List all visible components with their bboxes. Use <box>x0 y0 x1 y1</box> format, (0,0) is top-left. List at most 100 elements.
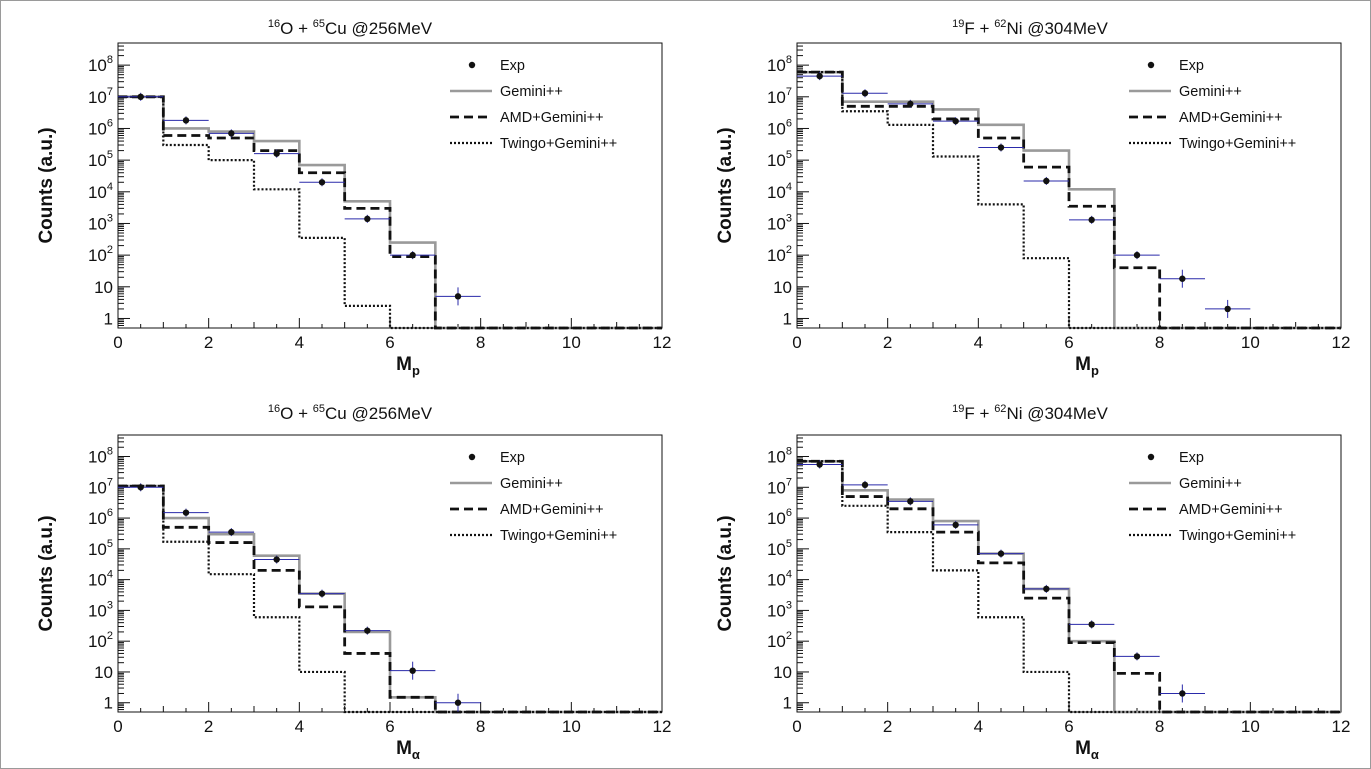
exp-marker <box>816 72 823 80</box>
x-tick-label: 6 <box>385 333 394 352</box>
exp-point <box>933 117 979 126</box>
legend-label: Exp <box>500 450 525 466</box>
x-tick-label: 8 <box>1155 717 1164 736</box>
x-tick-label: 10 <box>562 717 581 736</box>
exp-point <box>1023 584 1069 593</box>
y-tick-label: 104 <box>88 569 113 590</box>
exp-point <box>1159 684 1205 703</box>
legend-marker-exp <box>1147 61 1155 69</box>
y-tick-label: 103 <box>88 212 113 233</box>
x-tick-label: 12 <box>653 333 672 352</box>
exp-marker <box>182 509 190 516</box>
exp-point <box>978 549 1024 558</box>
exp-point <box>390 251 436 260</box>
legend-label: Twingo+Gemini++ <box>1179 136 1296 152</box>
series-dashed-histogram <box>797 459 1341 714</box>
y-tick-label: 106 <box>88 507 113 528</box>
exp-marker <box>454 699 462 706</box>
y-tick-label: 1 <box>783 309 792 328</box>
exp-marker <box>1224 305 1231 313</box>
exp-marker <box>228 130 235 137</box>
exp-point <box>163 116 209 125</box>
x-axis-label: Mp <box>396 354 420 378</box>
exp-point <box>118 92 164 101</box>
chart-title: 16O + 65Cu @256MeV <box>268 18 433 38</box>
exp-marker <box>997 144 1005 151</box>
legend-marker-exp <box>468 61 476 69</box>
exp-marker <box>952 521 959 529</box>
chart-panel-4: 19F + 62Ni @304MeV 0 2 4 6 8 10 12 1 10 102 103 104 1… <box>715 403 1350 762</box>
y-tick-label: 104 <box>767 569 792 590</box>
exp-point <box>1023 176 1069 185</box>
exp-marker <box>364 627 371 634</box>
legend: Exp Gemini++ AMD+Gemini++ Twingo+Gemini++ <box>450 450 617 544</box>
series-dotted-histogram <box>797 71 1341 330</box>
x-axis-label: Mα <box>1075 738 1099 762</box>
chart-title: 19F + 62Ni @304MeV <box>952 403 1108 423</box>
legend-label: Twingo+Gemini++ <box>1179 528 1296 544</box>
series-dashed-histogram <box>118 95 662 330</box>
exp-marker <box>318 179 326 186</box>
legend-label: Twingo+Gemini++ <box>500 136 617 152</box>
y-tick-label: 10 <box>773 663 792 682</box>
exp-point <box>163 508 209 517</box>
x-tick-label: 10 <box>562 333 581 352</box>
y-tick-label: 106 <box>767 507 792 528</box>
legend: Exp Gemini++ AMD+Gemini++ Twingo+Gemini++ <box>1129 450 1296 544</box>
exp-marker <box>1179 275 1186 282</box>
x-tick-label: 12 <box>653 717 672 736</box>
x-tick-label: 12 <box>1332 333 1351 352</box>
y-tick-label: 104 <box>88 181 113 202</box>
exp-marker <box>907 498 914 505</box>
exp-point <box>1069 620 1115 629</box>
exp-marker <box>273 556 280 563</box>
legend-label: Gemini++ <box>500 84 563 100</box>
exp-point <box>299 589 345 598</box>
exp-point <box>933 520 979 529</box>
exp-marker <box>861 481 869 489</box>
exp-marker <box>1043 177 1050 185</box>
x-tick-label: 0 <box>792 333 801 352</box>
y-tick-label: 107 <box>767 476 792 497</box>
legend-marker-exp <box>468 453 476 461</box>
exp-marker <box>454 293 462 300</box>
exp-marker <box>1088 216 1095 224</box>
exp-marker <box>907 100 914 108</box>
y-tick-label: 1 <box>104 309 113 328</box>
legend-label: Exp <box>1179 450 1204 466</box>
x-tick-label: 8 <box>1155 333 1164 352</box>
x-tick-label: 4 <box>974 333 983 352</box>
y-tick-label: 106 <box>767 117 792 138</box>
y-tick-label: 10 <box>773 278 792 297</box>
chart-panel-1: 16O + 65Cu @256MeV 0 2 4 6 8 10 12 1 10 102 103 104 1… <box>36 18 671 378</box>
x-axis-label: Mp <box>1075 354 1099 378</box>
y-axis-label: Counts (a.u.) <box>36 515 57 631</box>
exp-point <box>1114 652 1160 661</box>
exp-point <box>344 214 390 223</box>
y-tick-label: 105 <box>767 149 792 170</box>
exp-marker <box>137 484 144 491</box>
y-tick-label: 10 <box>94 278 113 297</box>
x-tick-label: 10 <box>1241 717 1260 736</box>
x-tick-label: 0 <box>113 717 122 736</box>
y-tick-label: 108 <box>767 54 792 75</box>
exp-point <box>254 555 300 564</box>
exp-marker <box>409 667 416 674</box>
series-dashed-histogram <box>118 484 662 714</box>
y-tick-label: 107 <box>88 86 113 107</box>
series-dotted-histogram <box>797 460 1341 714</box>
x-tick-label: 2 <box>204 333 213 352</box>
x-tick-label: 0 <box>113 333 122 352</box>
exp-marker <box>952 117 959 125</box>
exp-point <box>1205 299 1251 318</box>
exp-point <box>344 626 390 635</box>
y-tick-label: 103 <box>767 599 792 620</box>
chart-title: 16O + 65Cu @256MeV <box>268 403 433 423</box>
exp-marker <box>273 150 280 157</box>
y-tick-label: 102 <box>767 244 792 265</box>
chart-panel-2: 19F + 62Ni @304MeV 0 2 4 6 8 10 12 1 10 102 103 104 1… <box>715 18 1350 378</box>
y-axis-label: Counts (a.u.) <box>715 515 736 631</box>
x-tick-label: 4 <box>974 717 983 736</box>
legend-label: Exp <box>1179 58 1204 74</box>
y-tick-label: 103 <box>88 599 113 620</box>
